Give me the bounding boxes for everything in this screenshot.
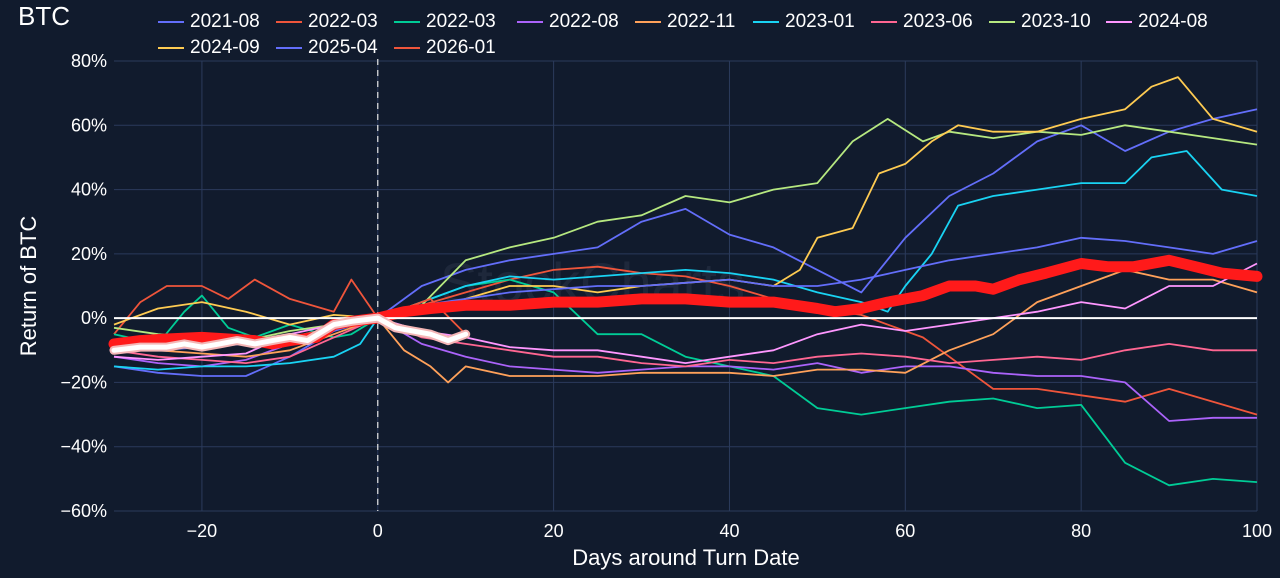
legend-item-2024-09-9[interactable]: 2024-09	[158, 37, 260, 59]
y-tick-label: −20%	[60, 372, 107, 392]
legend-label: 2022-03	[308, 11, 378, 32]
x-tick-label: 0	[373, 521, 383, 541]
legend-label: 2024-08	[1138, 11, 1208, 32]
legend-label: 2024-09	[190, 37, 260, 58]
legend-label: 2023-10	[1021, 11, 1091, 32]
x-tick-label: 40	[719, 521, 739, 541]
legend-swatch	[635, 21, 661, 23]
legend-label: 2021-08	[190, 11, 260, 32]
legend-label: 2025-04	[308, 37, 378, 58]
legend-item-2025-04-10[interactable]: 2025-04	[276, 37, 378, 59]
x-tick-label: 80	[1071, 521, 1091, 541]
legend-swatch	[394, 21, 420, 23]
legend-label: 2022-08	[549, 11, 619, 32]
y-tick-label: 60%	[71, 115, 107, 135]
legend-swatch	[753, 21, 779, 23]
legend-label: 2023-06	[903, 11, 973, 32]
series-line-2024-08-8	[113, 262, 1258, 365]
x-tick-label: −20	[187, 521, 218, 541]
legend-item-2022-03-2[interactable]: 2022-03	[394, 11, 496, 33]
legend-label: 2026-01	[426, 37, 496, 58]
tick-labels: −20 0 20 40 60 80 100 −60% −40% −20% 0% 20% 40% 60% 80…	[60, 51, 1272, 541]
legend-label: 2022-03	[426, 11, 496, 32]
series-line-2023-01-5	[113, 150, 1258, 371]
y-tick-label: −60%	[60, 501, 107, 521]
legend-swatch	[1106, 21, 1132, 23]
legend-item-2024-08-8[interactable]: 2024-08	[1106, 11, 1208, 33]
x-axis-title: Days around Turn Date	[572, 545, 799, 570]
legend-label: 2022-11	[667, 11, 736, 32]
series-line-2023-06-6	[113, 317, 1257, 368]
legend-swatch	[276, 21, 302, 23]
legend-item-2023-10-7[interactable]: 2023-10	[989, 11, 1091, 33]
legend-swatch	[158, 21, 184, 23]
series-line-2023-10-7	[113, 118, 1258, 342]
y-tick-label: 40%	[71, 180, 107, 200]
legend-swatch	[276, 47, 302, 49]
legend-item-2022-11-4[interactable]: 2022-11	[635, 11, 735, 33]
legend-item-2022-03-1[interactable]: 2022-03	[276, 11, 378, 33]
x-tick-label: 100	[1242, 521, 1272, 541]
legend-item-2022-08-3[interactable]: 2022-08	[517, 11, 619, 33]
x-tick-label: 20	[544, 521, 564, 541]
x-tick-label: 60	[895, 521, 915, 541]
legend-item-2023-06-6[interactable]: 2023-06	[871, 11, 973, 33]
y-tick-label: −40%	[60, 437, 107, 457]
legend-swatch	[394, 47, 420, 49]
plot-area	[114, 61, 1257, 511]
legend-swatch	[989, 21, 1015, 23]
legend: 2021-08 2022-03 2022-03 2022-08 2022-11 2023-…	[0, 0, 1280, 64]
legend-item-2026-01-11[interactable]: 2026-01	[394, 37, 496, 59]
legend-swatch	[871, 21, 897, 23]
legend-item-2023-01-5[interactable]: 2023-01	[753, 11, 855, 33]
series-layer	[108, 76, 1263, 487]
legend-item-2021-08-0[interactable]: 2021-08	[158, 11, 260, 33]
y-axis-title: Return of BTC	[16, 216, 41, 357]
legend-label: 2023-01	[785, 11, 855, 32]
legend-swatch	[158, 47, 184, 49]
chart-title: BTC	[18, 1, 70, 31]
current-line	[111, 315, 469, 353]
legend-swatch	[517, 21, 543, 23]
y-tick-label: 20%	[71, 244, 107, 264]
series-line-2021-08-0	[113, 108, 1258, 377]
y-tick-label: 0%	[81, 308, 107, 328]
y-tick-label: 80%	[71, 51, 107, 71]
